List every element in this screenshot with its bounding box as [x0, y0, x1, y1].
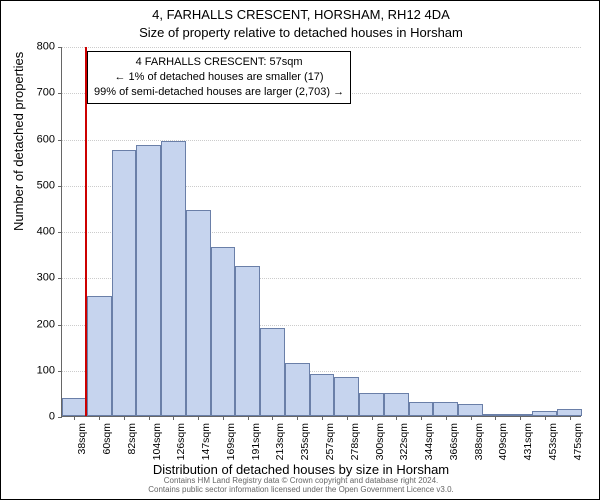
xtick-mark [198, 416, 199, 420]
chart-title-address: 4, FARHALLS CRESCENT, HORSHAM, RH12 4DA [1, 7, 600, 22]
histogram-bar [186, 210, 211, 416]
histogram-bar [359, 393, 384, 416]
ytick-mark [58, 47, 62, 48]
ytick-label: 500 [25, 180, 55, 191]
xtick-mark [396, 416, 397, 420]
ytick-label: 200 [25, 319, 55, 330]
xtick-mark [124, 416, 125, 420]
xtick-mark [495, 416, 496, 420]
histogram-bar [384, 393, 409, 416]
xtick-mark [173, 416, 174, 420]
histogram-bar [433, 402, 458, 416]
footer-line2: Contains public sector information licen… [1, 485, 600, 495]
histogram-bar [260, 328, 285, 416]
annotation-box: 4 FARHALLS CRESCENT: 57sqm ← 1% of detac… [87, 51, 351, 104]
ytick-mark [58, 417, 62, 418]
xtick-mark [322, 416, 323, 420]
ytick-label: 700 [25, 88, 55, 99]
xtick-mark [520, 416, 521, 420]
grid-line [62, 47, 581, 48]
ytick-mark [58, 186, 62, 187]
ytick-mark [58, 93, 62, 94]
xtick-mark [248, 416, 249, 420]
histogram-bar [310, 374, 335, 416]
chart-subtitle: Size of property relative to detached ho… [1, 25, 600, 40]
chart-frame: 4, FARHALLS CRESCENT, HORSHAM, RH12 4DA … [0, 0, 600, 500]
xtick-mark [149, 416, 150, 420]
ytick-mark [58, 278, 62, 279]
xtick-mark [421, 416, 422, 420]
ytick-mark [58, 371, 62, 372]
ytick-label: 600 [25, 134, 55, 145]
histogram-bar [409, 402, 434, 416]
xtick-mark [570, 416, 571, 420]
ytick-mark [58, 140, 62, 141]
ytick-label: 800 [25, 42, 55, 53]
histogram-bar [334, 377, 359, 416]
xtick-mark [372, 416, 373, 420]
xtick-mark [471, 416, 472, 420]
xtick-mark [74, 416, 75, 420]
xtick-mark [545, 416, 546, 420]
xtick-mark [223, 416, 224, 420]
ytick-label: 0 [25, 412, 55, 423]
annotation-line3: 99% of semi-detached houses are larger (… [94, 85, 344, 100]
ytick-label: 400 [25, 227, 55, 238]
histogram-bar [136, 145, 161, 416]
histogram-bar [62, 398, 87, 417]
histogram-bar [285, 363, 310, 416]
ytick-mark [58, 232, 62, 233]
annotation-line1: 4 FARHALLS CRESCENT: 57sqm [94, 55, 344, 70]
xtick-mark [297, 416, 298, 420]
footer-line1: Contains HM Land Registry data © Crown c… [1, 476, 600, 486]
footer-text: Contains HM Land Registry data © Crown c… [1, 476, 600, 495]
y-axis-label: Number of detached properties [11, 52, 26, 231]
xtick-mark [99, 416, 100, 420]
histogram-bar [161, 141, 186, 416]
x-axis-label: Distribution of detached houses by size … [1, 462, 600, 477]
annotation-line2: ← 1% of detached houses are smaller (17) [94, 70, 344, 85]
ytick-label: 100 [25, 365, 55, 376]
histogram-bar [458, 404, 483, 416]
histogram-bar [557, 409, 582, 416]
xtick-mark [446, 416, 447, 420]
xtick-mark [272, 416, 273, 420]
histogram-bar [112, 150, 137, 416]
xtick-mark [347, 416, 348, 420]
ytick-label: 300 [25, 273, 55, 284]
histogram-bar [235, 266, 260, 416]
ytick-mark [58, 325, 62, 326]
grid-line [62, 140, 581, 141]
histogram-bar [211, 247, 236, 416]
histogram-bar [87, 296, 112, 416]
